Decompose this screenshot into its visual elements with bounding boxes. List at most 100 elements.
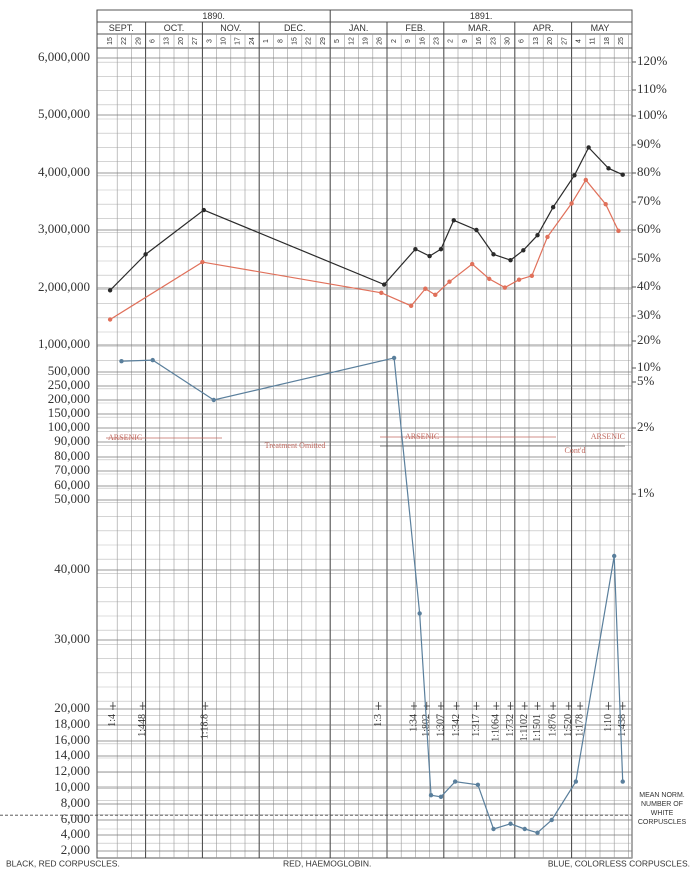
series-point xyxy=(487,276,492,282)
series-point xyxy=(428,793,434,798)
y-tick-label: 60,000 xyxy=(54,477,90,492)
day-label: 17 xyxy=(235,37,242,45)
y-tick-label: 70,000 xyxy=(54,462,90,477)
y-tick-label: 10,000 xyxy=(54,779,90,794)
y-tick-label: 1,000,000 xyxy=(38,336,90,351)
year-label: 1891. xyxy=(470,11,493,21)
day-label: 9 xyxy=(405,39,412,43)
series-point xyxy=(391,355,397,361)
day-label: 30 xyxy=(505,37,512,45)
day-label: 23 xyxy=(490,37,497,45)
y-tick-label: 250,000 xyxy=(48,377,90,392)
day-label: 9 xyxy=(462,39,469,43)
month-label: MAY xyxy=(591,23,610,33)
series-line xyxy=(121,357,624,834)
series-point xyxy=(107,317,113,322)
y2-tick-label: 50% xyxy=(637,250,661,265)
series-point xyxy=(569,201,574,206)
y-tick-label: 18,000 xyxy=(54,716,90,731)
series-point xyxy=(550,205,556,210)
series-point xyxy=(516,277,522,282)
series-point xyxy=(535,233,540,238)
series-point xyxy=(521,248,526,253)
month-label: APR. xyxy=(533,23,554,33)
series-point xyxy=(586,145,591,150)
ratio-label: 1:10 xyxy=(603,714,614,732)
series-point xyxy=(200,259,205,265)
series-point xyxy=(549,817,554,823)
day-label: 11 xyxy=(590,37,597,44)
series-point xyxy=(508,257,513,263)
y-tick-label: 4,000,000 xyxy=(38,164,90,179)
series-point xyxy=(583,177,588,183)
series-point xyxy=(620,779,625,784)
ratio-label: 1:438 xyxy=(617,714,628,737)
ratio-label: 1:178 xyxy=(574,714,585,737)
y2-tick-label: 60% xyxy=(637,221,661,236)
y-tick-label: 3,000,000 xyxy=(38,221,90,236)
ratio-label: 1:732 xyxy=(505,714,516,737)
day-label: 13 xyxy=(164,37,171,45)
mean-norm-label: WHITE xyxy=(651,810,674,817)
treatment-label: ARSENIC xyxy=(108,433,142,442)
series-point xyxy=(522,826,527,832)
day-label: 6 xyxy=(519,39,526,43)
y-tick-label: 200,000 xyxy=(48,391,90,406)
day-label: 12 xyxy=(348,37,355,45)
month-label: NOV. xyxy=(220,23,241,33)
ratio-label: 1:1501 xyxy=(532,714,543,742)
y-tick-label: 2,000,000 xyxy=(38,279,90,294)
month-label: JAN. xyxy=(349,23,369,33)
y-tick-label: 150,000 xyxy=(48,405,90,420)
mean-norm-label: MEAN NORM. xyxy=(639,792,685,799)
day-label: 22 xyxy=(121,37,128,45)
day-label: 2 xyxy=(391,39,398,43)
series-point xyxy=(107,288,113,293)
day-label: 27 xyxy=(192,37,199,45)
series-point xyxy=(452,779,458,784)
day-label: 20 xyxy=(547,37,554,45)
series-point xyxy=(529,273,535,278)
y2-tick-label: 80% xyxy=(637,164,661,179)
series-point xyxy=(408,303,414,309)
ratio-label: 1:876 xyxy=(547,714,558,737)
series-line xyxy=(109,178,620,321)
day-label: 4 xyxy=(576,39,583,43)
y2-tick-label: 30% xyxy=(637,307,661,322)
series-point xyxy=(470,261,475,267)
y-tick-label: 8,000 xyxy=(61,795,90,810)
y2-tick-label: 5% xyxy=(637,373,655,388)
y-tick-label: 90,000 xyxy=(54,433,90,448)
y-tick-label: 40,000 xyxy=(54,561,90,576)
y2-tick-label: 70% xyxy=(637,193,661,208)
y-tick-label: 12,000 xyxy=(54,763,90,778)
mean-norm-label: NUMBER OF xyxy=(641,801,683,808)
y-tick-label: 100,000 xyxy=(48,419,90,434)
treatment-label: Cont'd xyxy=(565,446,586,455)
legend-label: BLUE, COLORLESS CORPUSCLES. xyxy=(548,858,690,868)
mean-norm-label: CORPUSCLES xyxy=(638,819,687,826)
series-point xyxy=(603,202,608,207)
series-point xyxy=(508,821,513,826)
day-label: 10 xyxy=(221,37,228,45)
series-point xyxy=(606,166,611,171)
month-label: MAR. xyxy=(468,23,491,33)
treatment-label: ARSENIC xyxy=(405,432,439,441)
series-point xyxy=(381,282,387,287)
series-point xyxy=(438,246,444,252)
ratio-label: 1:3 xyxy=(373,714,384,727)
series-point xyxy=(143,252,148,257)
ratio-label: 1:342 xyxy=(451,714,462,737)
y-tick-label: 500,000 xyxy=(48,363,90,378)
y2-tick-label: 120% xyxy=(637,53,668,68)
ratio-label: 1:1102 xyxy=(519,714,530,741)
day-label: 15 xyxy=(292,37,299,45)
day-label: 13 xyxy=(533,37,540,45)
series-point xyxy=(150,357,155,363)
day-label: 25 xyxy=(618,37,625,45)
y2-tick-label: 110% xyxy=(637,81,667,96)
y2-tick-label: 20% xyxy=(637,332,661,347)
y-tick-label: 16,000 xyxy=(54,732,90,747)
day-label: 2 xyxy=(448,39,455,43)
